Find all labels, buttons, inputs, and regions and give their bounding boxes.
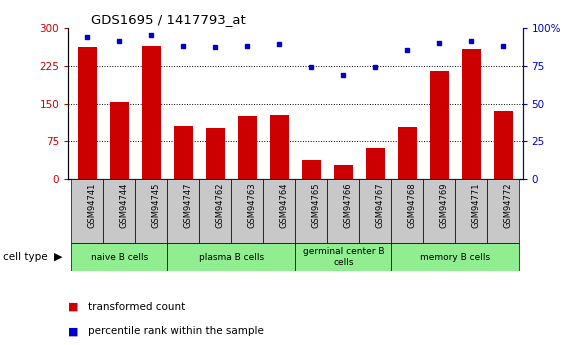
Bar xyxy=(135,179,168,243)
Bar xyxy=(238,116,257,179)
Bar xyxy=(231,179,264,243)
Text: GSM94741: GSM94741 xyxy=(87,183,97,228)
Text: GDS1695 / 1417793_at: GDS1695 / 1417793_at xyxy=(91,13,245,27)
Text: cell type: cell type xyxy=(3,252,48,262)
Bar xyxy=(103,179,135,243)
Bar xyxy=(168,179,199,243)
Text: plasma B cells: plasma B cells xyxy=(199,253,264,262)
Text: germinal center B
cells: germinal center B cells xyxy=(303,247,384,267)
Text: GSM94769: GSM94769 xyxy=(440,183,448,228)
Bar xyxy=(270,115,289,179)
Bar xyxy=(456,179,487,243)
Bar xyxy=(168,243,295,271)
Bar xyxy=(142,46,161,179)
Bar xyxy=(366,148,385,179)
Text: GSM94765: GSM94765 xyxy=(311,183,320,228)
Bar xyxy=(206,128,225,179)
Bar xyxy=(110,102,129,179)
Text: GSM94764: GSM94764 xyxy=(279,183,289,228)
Text: memory B cells: memory B cells xyxy=(420,253,490,262)
Bar xyxy=(78,47,97,179)
Bar xyxy=(391,179,423,243)
Bar xyxy=(264,179,295,243)
Bar xyxy=(295,243,391,271)
Text: ■: ■ xyxy=(68,326,78,336)
Text: percentile rank within the sample: percentile rank within the sample xyxy=(88,326,264,336)
Bar xyxy=(360,179,391,243)
Bar xyxy=(487,179,519,243)
Text: transformed count: transformed count xyxy=(88,302,185,312)
Bar xyxy=(174,126,193,179)
Text: naive B cells: naive B cells xyxy=(91,253,148,262)
Bar xyxy=(398,127,417,179)
Bar xyxy=(72,243,168,271)
Bar xyxy=(199,179,231,243)
Text: GSM94767: GSM94767 xyxy=(375,183,385,228)
Text: GSM94766: GSM94766 xyxy=(344,183,352,228)
Text: GSM94772: GSM94772 xyxy=(503,183,512,228)
Text: GSM94745: GSM94745 xyxy=(151,183,160,228)
Bar xyxy=(72,179,103,243)
Text: GSM94747: GSM94747 xyxy=(183,183,193,228)
Bar xyxy=(462,49,481,179)
Bar xyxy=(334,165,353,179)
Bar xyxy=(430,71,449,179)
Bar xyxy=(302,160,321,179)
Text: ■: ■ xyxy=(68,302,78,312)
Text: GSM94768: GSM94768 xyxy=(407,183,416,228)
Bar xyxy=(423,179,456,243)
Text: GSM94762: GSM94762 xyxy=(215,183,224,228)
Bar xyxy=(391,243,519,271)
Bar xyxy=(295,179,327,243)
Text: GSM94763: GSM94763 xyxy=(247,183,256,228)
Text: ▶: ▶ xyxy=(54,252,62,262)
Text: GSM94744: GSM94744 xyxy=(119,183,128,228)
Bar xyxy=(327,179,360,243)
Bar xyxy=(494,111,513,179)
Text: GSM94771: GSM94771 xyxy=(471,183,481,228)
